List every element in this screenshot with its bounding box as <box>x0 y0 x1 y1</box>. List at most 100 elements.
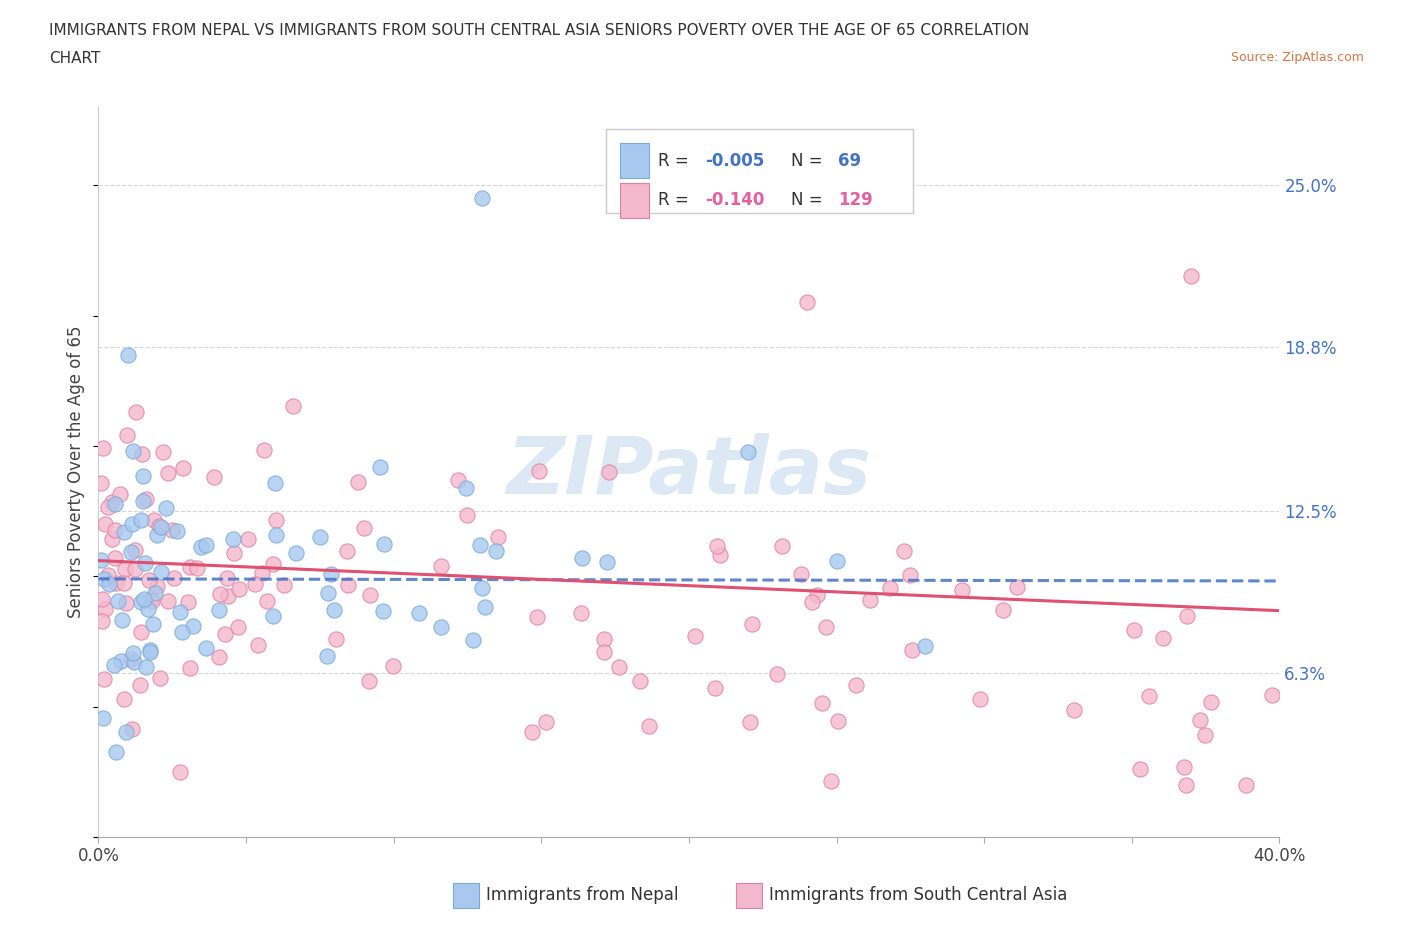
Point <box>97 499 120 514</box>
Point <box>149 520 172 535</box>
Point <box>243 576 266 591</box>
Point <box>141 593 163 608</box>
Point <box>1189 712 1212 727</box>
Point <box>226 619 249 634</box>
Point <box>471 580 494 595</box>
Point <box>138 644 160 659</box>
Point <box>101 531 124 546</box>
Point <box>172 625 194 640</box>
Point <box>179 559 201 574</box>
Point <box>256 593 278 608</box>
Point <box>596 554 619 569</box>
Point <box>125 405 148 419</box>
Point <box>146 527 169 542</box>
Point <box>112 692 135 707</box>
Point <box>112 525 135 539</box>
Point <box>91 441 114 456</box>
Point <box>281 399 304 414</box>
Point <box>208 587 231 602</box>
Point <box>1063 702 1085 717</box>
Point <box>770 538 793 553</box>
Point <box>800 595 823 610</box>
Point <box>110 654 132 669</box>
Point <box>156 466 179 481</box>
Point <box>638 719 661 734</box>
Point <box>186 561 208 576</box>
Point <box>136 602 159 617</box>
Point <box>124 562 146 577</box>
Point <box>146 578 169 593</box>
Point <box>134 555 156 570</box>
Point <box>373 537 395 551</box>
Point <box>121 645 143 660</box>
Point <box>132 469 155 484</box>
Point <box>176 594 198 609</box>
Point <box>456 508 478 523</box>
Point <box>368 459 391 474</box>
Point <box>900 643 922 658</box>
Point <box>1180 269 1202 284</box>
Point <box>859 593 882 608</box>
Point <box>101 495 124 510</box>
Point <box>155 501 177 516</box>
Point <box>163 570 186 585</box>
Point <box>264 475 287 490</box>
Point <box>1174 777 1197 792</box>
Point <box>569 606 592 621</box>
Point <box>131 446 153 461</box>
Point <box>103 658 125 672</box>
Point <box>1005 579 1028 594</box>
Point <box>190 539 212 554</box>
Point <box>815 619 838 634</box>
Bar <box>453 883 478 909</box>
Point <box>468 538 491 552</box>
Point <box>115 724 138 739</box>
Point <box>308 529 330 544</box>
Point <box>969 692 991 707</box>
Point <box>486 529 509 544</box>
Point <box>104 551 127 565</box>
Point <box>316 586 339 601</box>
Point <box>202 470 225 485</box>
Point <box>262 556 284 571</box>
Text: ZIPatlas: ZIPatlas <box>506 433 872 511</box>
Point <box>820 774 842 789</box>
Point <box>195 641 218 656</box>
Point <box>93 572 115 587</box>
Point <box>571 551 593 565</box>
Point <box>845 678 868 693</box>
Point <box>1199 695 1222 710</box>
Point <box>430 559 453 574</box>
Point <box>273 578 295 592</box>
Point <box>737 445 759 459</box>
Point <box>108 486 131 501</box>
Point <box>1261 687 1284 702</box>
Point <box>315 648 337 663</box>
Point <box>592 631 614 646</box>
Point <box>129 594 152 609</box>
Text: Immigrants from South Central Asia: Immigrants from South Central Asia <box>769 886 1067 904</box>
Point <box>104 497 127 512</box>
Point <box>115 596 138 611</box>
Point <box>236 532 259 547</box>
Point <box>1173 760 1195 775</box>
Point <box>1129 762 1152 777</box>
Point <box>121 444 143 458</box>
Point <box>114 561 136 576</box>
Point <box>325 631 347 646</box>
Point <box>593 644 616 659</box>
Point <box>162 523 184 538</box>
Point <box>157 593 180 608</box>
Point <box>253 443 276 458</box>
Point <box>135 659 157 674</box>
Point <box>408 605 430 620</box>
Point <box>1234 777 1257 792</box>
Bar <box>620 143 648 179</box>
Point <box>150 565 173 579</box>
Point <box>98 577 121 591</box>
Point <box>90 591 112 606</box>
FancyBboxPatch shape <box>606 129 914 213</box>
Point <box>359 588 381 603</box>
Text: N =: N = <box>790 152 827 170</box>
Point <box>94 516 117 531</box>
